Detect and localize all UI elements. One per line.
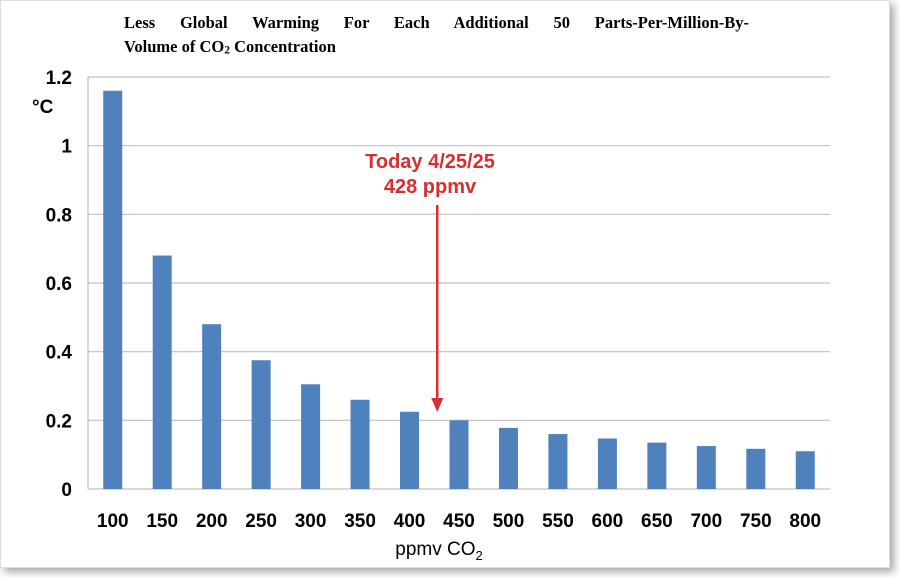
bar <box>498 427 518 489</box>
x-tick-label: 150 <box>146 511 178 532</box>
y-tick-label: 1 <box>61 137 72 158</box>
annotation-arrow-head <box>431 398 444 412</box>
chart-title-line2-suffix: Concentration <box>230 37 336 56</box>
x-tick-label: 350 <box>344 511 376 532</box>
x-tick-label: 250 <box>245 511 277 532</box>
chart-title: Less Global Warming For Each Additional … <box>124 11 749 59</box>
chart-frame <box>0 0 890 568</box>
x-tick-label: 500 <box>493 511 525 532</box>
bar <box>696 446 716 489</box>
x-tick-label: 800 <box>789 511 821 532</box>
y-tick-label: 0.2 <box>46 411 72 432</box>
x-tick-label: 600 <box>592 511 624 532</box>
bar <box>795 451 815 489</box>
bar <box>251 360 271 489</box>
bar <box>449 420 469 489</box>
bar <box>202 324 222 489</box>
bar <box>548 434 568 489</box>
x-tick-label: 550 <box>542 511 574 532</box>
x-tick-label: 700 <box>690 511 722 532</box>
chart-title-line1: Less Global Warming For Each Additional … <box>124 13 749 32</box>
x-tick-label: 450 <box>443 511 475 532</box>
x-tick-label: 100 <box>97 511 129 532</box>
y-tick-label: 0.6 <box>46 274 72 295</box>
x-tick-label: 400 <box>394 511 426 532</box>
bar <box>597 438 617 489</box>
chart-title-subscript: 2 <box>224 44 231 57</box>
annotation-ppmv: 428 ppmv <box>384 176 477 198</box>
y-axis-label: °C <box>32 97 54 118</box>
x-tick-label: 200 <box>196 511 228 532</box>
bar <box>400 411 420 489</box>
chart-title-line2-prefix: Volume of CO <box>124 37 225 56</box>
bar <box>746 448 766 489</box>
bar <box>301 384 321 489</box>
bar <box>152 255 172 489</box>
y-tick-label: 1.2 <box>46 68 72 89</box>
bar <box>647 442 667 489</box>
y-tick-label: 0.4 <box>46 343 73 364</box>
chart-title-line2: Volume of CO2 Concentration <box>124 35 749 59</box>
annotation-date: Today 4/25/25 <box>365 151 495 173</box>
bar <box>103 90 123 489</box>
x-axis-label: ppmv CO2 <box>395 539 482 563</box>
y-tick-label: 0.8 <box>46 205 72 226</box>
x-tick-label: 300 <box>295 511 327 532</box>
x-tick-label: 650 <box>641 511 673 532</box>
y-tick-label: 0 <box>61 480 72 501</box>
bar <box>350 399 370 489</box>
x-tick-label: 750 <box>740 511 772 532</box>
